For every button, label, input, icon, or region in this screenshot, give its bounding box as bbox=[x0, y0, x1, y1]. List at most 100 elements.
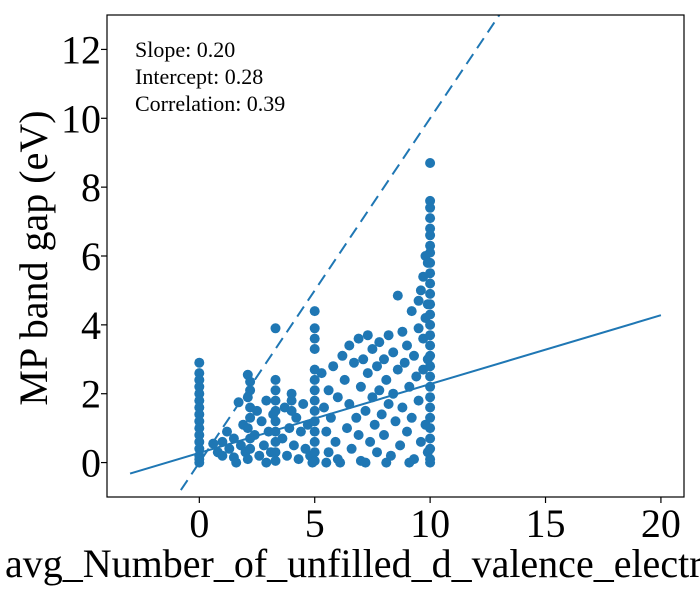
data-point bbox=[379, 430, 389, 440]
data-point bbox=[406, 306, 417, 317]
data-point bbox=[425, 158, 436, 168]
data-point bbox=[390, 416, 401, 427]
data-point bbox=[321, 426, 332, 437]
y-tick-label: 12 bbox=[61, 27, 101, 72]
data-point bbox=[286, 388, 297, 399]
data-point bbox=[261, 457, 272, 468]
data-point bbox=[319, 402, 329, 413]
data-point bbox=[245, 443, 256, 454]
data-point bbox=[323, 385, 334, 396]
data-point bbox=[335, 457, 346, 468]
data-point bbox=[349, 357, 359, 368]
data-point bbox=[425, 319, 436, 330]
data-point bbox=[344, 340, 355, 351]
data-point bbox=[413, 323, 424, 334]
data-point bbox=[309, 344, 320, 354]
x-tick-label: 0 bbox=[189, 501, 209, 546]
data-point bbox=[392, 290, 403, 301]
data-point bbox=[309, 426, 320, 437]
data-point bbox=[360, 457, 371, 468]
x-tick-label: 15 bbox=[526, 501, 566, 546]
data-point bbox=[194, 395, 205, 406]
data-point bbox=[397, 402, 408, 413]
data-point bbox=[422, 299, 433, 310]
data-point bbox=[309, 436, 320, 447]
data-points bbox=[194, 158, 436, 468]
data-point bbox=[217, 450, 228, 461]
data-point bbox=[379, 354, 389, 365]
data-point bbox=[425, 371, 436, 382]
data-point bbox=[392, 364, 403, 375]
data-point bbox=[399, 357, 410, 368]
data-point bbox=[383, 399, 394, 409]
data-point bbox=[293, 454, 304, 465]
data-point bbox=[316, 368, 327, 379]
data-point bbox=[402, 340, 412, 351]
data-point bbox=[328, 361, 339, 372]
data-point bbox=[367, 344, 378, 354]
data-point bbox=[372, 361, 382, 372]
x-axis-title: avg_Number_of_unfilled_d_valence_electro… bbox=[5, 541, 700, 586]
data-point bbox=[425, 195, 436, 206]
data-point bbox=[270, 455, 281, 466]
data-point bbox=[415, 436, 426, 447]
x-tick-label: 20 bbox=[641, 501, 681, 546]
data-point bbox=[208, 438, 219, 449]
data-point bbox=[404, 457, 415, 468]
data-point bbox=[242, 454, 253, 465]
annotation-intercept: Intercept: 0.28 bbox=[135, 64, 263, 89]
axis-ticks: 0 5 10 15 20 0 2 4 6 8 10 12 bbox=[61, 27, 681, 546]
data-point bbox=[425, 433, 436, 444]
y-tick-label: 0 bbox=[81, 441, 101, 486]
data-point bbox=[425, 340, 436, 351]
data-point bbox=[381, 457, 392, 468]
data-point bbox=[270, 447, 281, 458]
data-point bbox=[270, 416, 281, 427]
data-point bbox=[351, 412, 362, 423]
data-point bbox=[418, 271, 429, 282]
data-point bbox=[270, 323, 281, 334]
data-point bbox=[337, 350, 348, 361]
data-point bbox=[242, 423, 253, 434]
data-point bbox=[425, 402, 436, 413]
data-point bbox=[309, 333, 320, 344]
data-point bbox=[270, 374, 281, 385]
data-point bbox=[194, 409, 205, 420]
data-point bbox=[254, 450, 265, 461]
data-point bbox=[258, 440, 269, 451]
y-tick-label: 4 bbox=[81, 303, 101, 348]
data-point bbox=[402, 426, 412, 437]
data-point bbox=[353, 430, 364, 440]
data-point bbox=[309, 306, 320, 317]
data-point bbox=[425, 202, 436, 213]
data-point bbox=[295, 426, 306, 437]
data-point bbox=[413, 295, 424, 306]
data-point bbox=[425, 288, 436, 299]
data-point bbox=[321, 457, 332, 468]
data-point bbox=[194, 402, 205, 413]
data-point bbox=[362, 330, 373, 341]
data-point bbox=[425, 230, 436, 241]
data-point bbox=[346, 443, 357, 454]
data-point bbox=[194, 436, 205, 447]
data-point bbox=[425, 457, 436, 468]
data-point bbox=[383, 330, 394, 341]
data-point bbox=[353, 333, 364, 344]
data-point bbox=[222, 426, 232, 437]
data-point bbox=[374, 337, 385, 348]
data-point bbox=[362, 368, 373, 379]
data-point bbox=[231, 457, 242, 468]
data-point bbox=[323, 447, 334, 458]
data-point bbox=[309, 323, 320, 334]
data-point bbox=[277, 433, 288, 444]
data-point bbox=[332, 392, 343, 403]
data-point bbox=[415, 285, 426, 296]
data-point bbox=[224, 443, 235, 454]
y-tick-label: 8 bbox=[81, 165, 101, 210]
data-point bbox=[309, 447, 320, 458]
y-tick-label: 6 bbox=[81, 234, 101, 279]
data-point bbox=[288, 440, 299, 451]
data-point bbox=[406, 412, 417, 423]
data-point bbox=[422, 257, 433, 268]
data-point bbox=[342, 423, 352, 434]
